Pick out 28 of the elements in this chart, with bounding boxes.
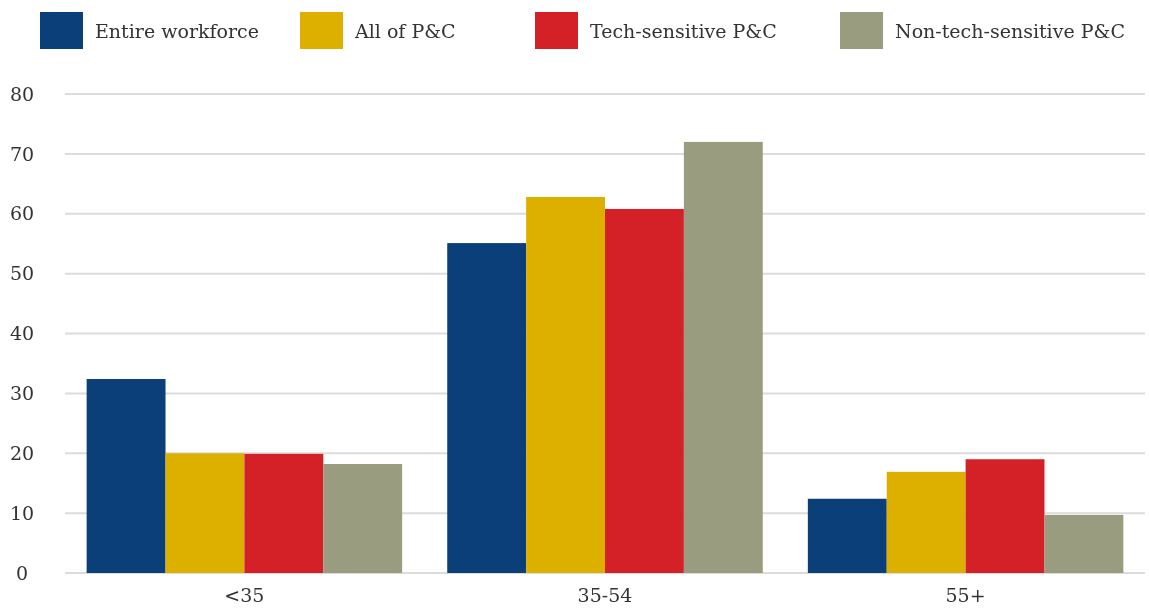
y-tick-label: 60	[9, 202, 35, 225]
x-tick-label: <35	[224, 584, 265, 606]
y-tick-label: 40	[9, 322, 35, 345]
legend-label: Tech-sensitive P&C	[590, 19, 777, 42]
bar	[1044, 514, 1124, 573]
bar	[807, 498, 887, 573]
bar	[886, 471, 966, 573]
y-tick-label: 30	[9, 382, 35, 405]
bar	[323, 464, 403, 573]
bar	[447, 243, 527, 573]
y-tick-label: 80	[9, 82, 35, 105]
bar	[165, 453, 245, 573]
legend-label: Entire workforce	[95, 19, 259, 42]
y-tick-label: 70	[9, 142, 35, 165]
x-tick-label: 55+	[945, 584, 986, 606]
y-tick-label: 0	[15, 561, 29, 584]
bar	[526, 196, 605, 573]
bar	[86, 379, 166, 573]
x-tick-label: 35-54	[577, 584, 633, 606]
bar	[965, 459, 1045, 573]
legend-label: All of P&C	[354, 19, 456, 42]
y-tick-label: 20	[9, 441, 35, 464]
bar	[683, 141, 763, 573]
bar	[605, 208, 684, 573]
y-tick-label: 10	[9, 501, 35, 524]
bar	[244, 453, 324, 573]
legend-label: Non-tech-sensitive P&C	[895, 19, 1125, 42]
y-tick-label: 50	[9, 262, 35, 285]
